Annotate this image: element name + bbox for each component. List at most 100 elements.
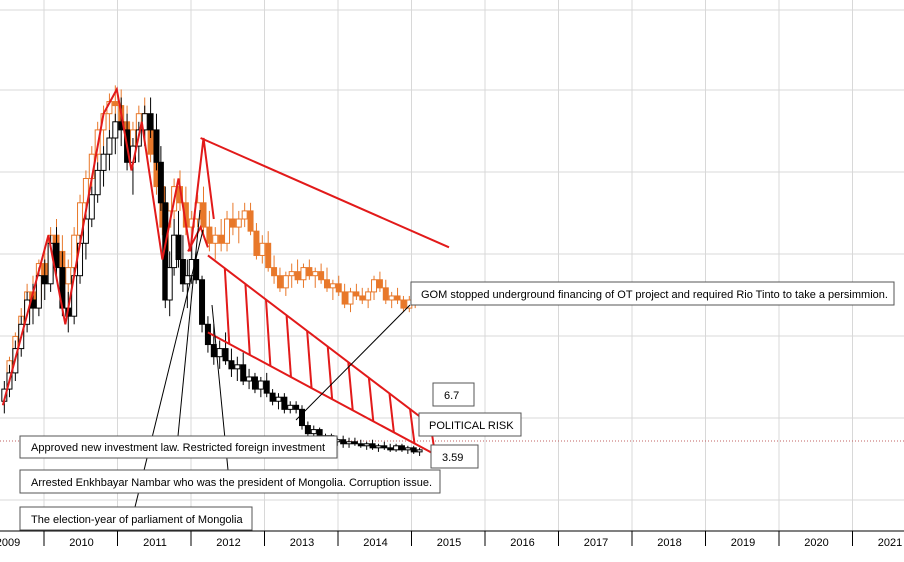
candle-body [265, 242, 272, 269]
candle-body [206, 226, 213, 244]
candle-body [175, 234, 182, 260]
x-tick-label: 2018 [657, 537, 681, 549]
trendline-zigzag [1, 86, 215, 406]
candle-body [359, 295, 366, 301]
candle-body [394, 295, 401, 301]
x-tick-label: 2017 [584, 537, 608, 549]
x-axis-ticks: 2009 2010 2011 2012 2013 2014 2015 2016 2017 2018… [0, 531, 902, 549]
hatch-stroke [244, 283, 251, 355]
candle-body [200, 202, 207, 228]
candle-body [351, 441, 358, 445]
price-label-3-59-text: 3.59 [442, 452, 463, 464]
x-tick-label: 2015 [437, 537, 461, 549]
candle-body [369, 443, 376, 449]
candle-body [381, 445, 388, 449]
candle-body [212, 234, 219, 244]
candle-body [363, 443, 370, 447]
hatch-stroke [306, 330, 313, 389]
candle-body [304, 425, 311, 435]
hatch-stroke [264, 299, 272, 367]
annotation-investment-law: Approved new investment law. Restricted … [19, 435, 338, 459]
candle-body [235, 218, 242, 228]
candle-body [234, 364, 241, 370]
x-tick-label: 2020 [804, 537, 828, 549]
candle-body [340, 439, 347, 445]
candle-body [294, 271, 301, 281]
candle-body [398, 445, 405, 451]
candle-body [241, 210, 248, 220]
candle-body [281, 396, 288, 410]
candle-body [147, 113, 154, 131]
candle-body [184, 275, 191, 285]
annotation-election-text: The election-year of parliament of Mongo… [31, 514, 243, 526]
connector-line [295, 304, 411, 421]
price-label-6-7-text: 6.7 [444, 390, 459, 402]
candle-body [224, 218, 231, 244]
annotation-gom: GOM stopped underground financing of OT … [410, 281, 895, 306]
annotation-election: The election-year of parliament of Mongo… [19, 506, 253, 531]
annotation-political-risk-text: POLITICAL RISK [429, 420, 514, 432]
candle-body [199, 279, 206, 325]
hatch-stroke [285, 315, 292, 378]
trendline-lower-channel-bottom [207, 331, 450, 463]
x-tick-label: 2014 [363, 537, 387, 549]
candle-body [88, 194, 95, 220]
candle-body [257, 380, 264, 390]
x-tick-label: 2016 [510, 537, 534, 549]
annotation-gom-text: GOM stopped underground financing of OT … [421, 289, 888, 301]
candle-body [269, 392, 276, 402]
candle-body [287, 404, 294, 410]
candle-body [82, 178, 89, 204]
candle-body [382, 287, 389, 301]
candle-body [312, 271, 319, 277]
candle-body [306, 267, 313, 277]
hatch-stroke [347, 362, 354, 411]
trendline-spike [187, 224, 209, 252]
candle-body [276, 275, 283, 289]
candle-body [376, 279, 383, 289]
candle-body [275, 396, 282, 402]
candle-body [353, 291, 360, 297]
trendline-upper-channel-top [200, 137, 450, 249]
candle-body [323, 279, 330, 289]
candle-body [329, 283, 336, 289]
candle-body [228, 360, 235, 370]
candle-body [300, 267, 307, 281]
candle-body [346, 441, 353, 445]
candle-body [347, 291, 354, 305]
candle-body [157, 161, 164, 204]
candle-body [112, 101, 119, 107]
hatch-stroke [367, 377, 375, 422]
x-tick-label: 2021 [878, 537, 902, 549]
connector-line [134, 229, 204, 508]
candle-body [318, 271, 325, 281]
price-label-3-59: 3.59 [430, 444, 479, 469]
candle-body [365, 291, 372, 301]
x-tick-label: 2012 [216, 537, 240, 549]
candle-body [371, 279, 378, 293]
candle-body [65, 267, 72, 285]
candle-body [218, 234, 225, 244]
candle-body [179, 259, 186, 285]
hatch-stroke [388, 393, 395, 433]
x-tick-label: 2011 [143, 537, 167, 549]
candle-body [166, 267, 173, 301]
price-label-6-7: 6.7 [432, 382, 475, 407]
candle-body [246, 376, 253, 382]
hatch-stroke [326, 346, 334, 400]
candle-body [388, 295, 395, 301]
x-tick-label: 2013 [290, 537, 314, 549]
hatch-stroke [223, 268, 231, 344]
x-tick-label: 2009 [0, 537, 20, 549]
candle-body [416, 449, 423, 453]
candle-body [404, 447, 411, 451]
candle-body [259, 242, 266, 256]
candle-body [229, 218, 236, 228]
candle-body [240, 364, 247, 382]
candle-body [341, 291, 348, 305]
hatch-stroke [409, 409, 416, 444]
annotation-connectors [134, 209, 411, 508]
candle-body [253, 230, 260, 256]
annotation-investment-law-text: Approved new investment law. Restricted … [31, 442, 325, 454]
candle-body [222, 348, 229, 362]
